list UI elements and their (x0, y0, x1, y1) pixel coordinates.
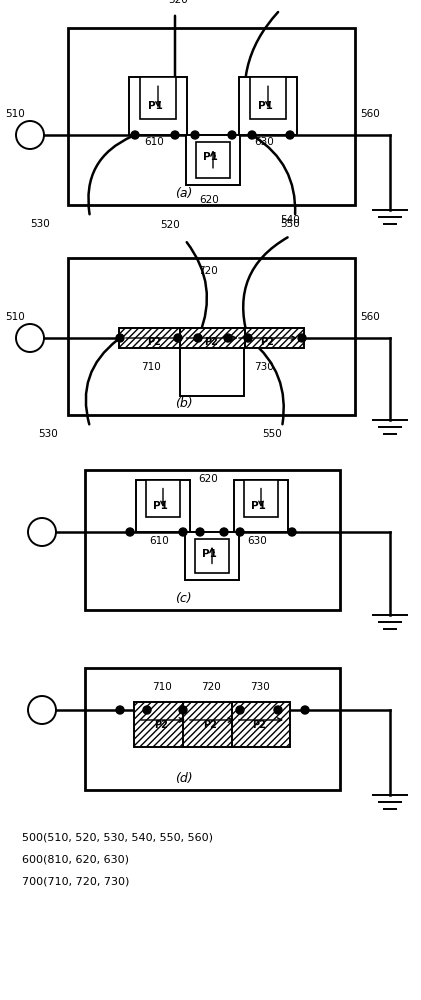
Circle shape (179, 528, 187, 536)
Text: P1: P1 (251, 501, 266, 511)
Circle shape (16, 324, 44, 352)
Text: 700(710, 720, 730): 700(710, 720, 730) (22, 876, 129, 886)
Text: (a): (a) (175, 187, 192, 200)
Text: P2: P2 (204, 337, 218, 347)
Text: P1: P1 (258, 101, 273, 111)
Bar (232, 702, 290, 747)
Bar (68, 258, 355, 415)
Bar (179, 328, 245, 348)
Bar (232, 328, 304, 348)
Circle shape (288, 528, 296, 536)
Bar (180, 348, 244, 396)
Circle shape (171, 131, 179, 139)
Bar (146, 480, 180, 517)
Text: 720: 720 (198, 266, 218, 276)
Text: 510: 510 (5, 109, 25, 119)
Text: 710: 710 (152, 682, 172, 692)
Text: 540: 540 (280, 215, 300, 225)
Text: 630: 630 (254, 137, 274, 147)
Text: (c): (c) (175, 592, 192, 605)
Circle shape (224, 334, 232, 342)
Bar (85, 668, 340, 790)
Text: (d): (d) (175, 772, 193, 785)
Text: P1: P1 (203, 152, 218, 162)
Text: 520: 520 (168, 0, 188, 5)
Circle shape (194, 334, 202, 342)
Text: 620: 620 (199, 195, 219, 205)
Circle shape (196, 528, 204, 536)
Text: 710: 710 (141, 362, 161, 372)
Text: 520: 520 (160, 220, 180, 230)
Text: 550: 550 (280, 219, 300, 229)
Circle shape (174, 334, 182, 342)
Bar (250, 77, 286, 119)
Text: 550: 550 (262, 429, 282, 439)
Bar (244, 480, 278, 517)
Circle shape (236, 528, 244, 536)
Circle shape (116, 334, 124, 342)
Bar (119, 328, 191, 348)
Text: 510: 510 (5, 312, 25, 322)
Circle shape (116, 706, 124, 714)
Text: 560: 560 (360, 312, 380, 322)
Text: 560: 560 (360, 109, 380, 119)
Circle shape (228, 131, 236, 139)
Circle shape (191, 131, 199, 139)
Text: P1: P1 (148, 101, 163, 111)
Bar (195, 539, 229, 573)
Bar (140, 77, 176, 119)
Text: 530: 530 (38, 429, 58, 439)
Bar (183, 702, 241, 747)
Text: 610: 610 (149, 536, 169, 546)
Text: 610: 610 (144, 137, 164, 147)
Bar (136, 480, 190, 532)
Circle shape (126, 528, 134, 536)
Circle shape (236, 706, 244, 714)
Text: 630: 630 (247, 536, 267, 546)
Bar (234, 480, 288, 532)
Bar (134, 702, 192, 747)
Bar (85, 470, 340, 610)
Text: P1: P1 (202, 549, 217, 559)
Circle shape (244, 334, 252, 342)
Text: P2: P2 (203, 720, 217, 730)
Circle shape (298, 334, 306, 342)
Text: 730: 730 (254, 362, 274, 372)
Circle shape (248, 131, 256, 139)
Bar (68, 28, 355, 205)
Text: (b): (b) (175, 397, 193, 410)
Circle shape (301, 706, 309, 714)
Text: 530: 530 (30, 219, 50, 229)
Text: P2: P2 (252, 720, 266, 730)
Text: 500(510, 520, 530, 540, 550, 560): 500(510, 520, 530, 540, 550, 560) (22, 832, 213, 842)
Text: P2: P2 (147, 337, 161, 347)
Circle shape (220, 528, 228, 536)
Circle shape (131, 131, 139, 139)
Bar (186, 135, 240, 185)
Circle shape (143, 706, 151, 714)
Text: P2: P2 (260, 337, 274, 347)
Text: P2: P2 (154, 720, 168, 730)
Text: 720: 720 (201, 682, 221, 692)
Bar (239, 77, 297, 135)
Text: 600(810, 620, 630): 600(810, 620, 630) (22, 854, 129, 864)
Circle shape (179, 706, 187, 714)
Bar (185, 532, 239, 580)
Bar (196, 142, 230, 178)
Text: 730: 730 (250, 682, 270, 692)
Circle shape (274, 706, 282, 714)
Text: P1: P1 (153, 501, 168, 511)
Circle shape (16, 121, 44, 149)
Bar (129, 77, 187, 135)
Circle shape (286, 131, 294, 139)
Circle shape (28, 696, 56, 724)
Circle shape (28, 518, 56, 546)
Text: 620: 620 (198, 474, 218, 484)
